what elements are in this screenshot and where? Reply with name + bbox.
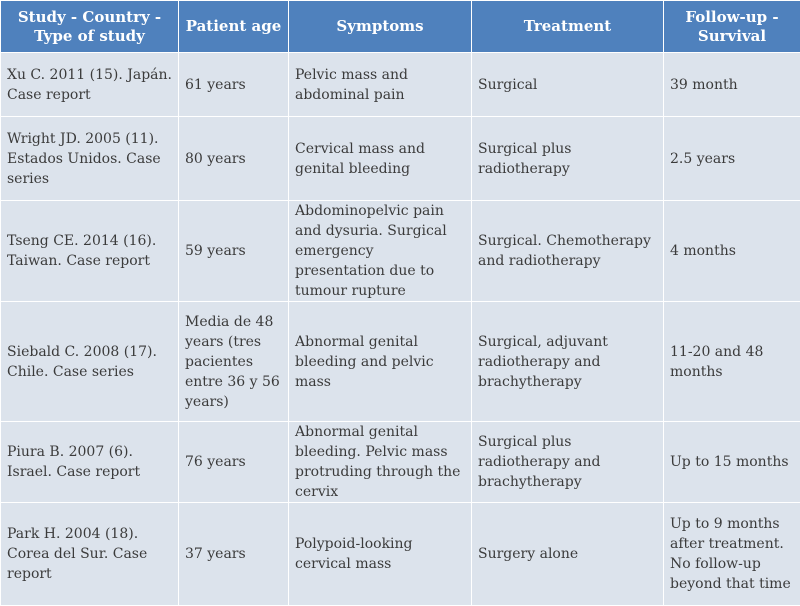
table-row: Wright JD. 2005 (11). Estados Unidos. Ca…: [1, 117, 800, 201]
cell-follow-up: Up to 9 months after treatment. No follo…: [664, 503, 800, 606]
table-row: Siebald C. 2008 (17). Chile. Case series…: [1, 302, 800, 422]
cell-symptoms: Abnormal genital bleeding and pelvic mas…: [289, 302, 472, 422]
cell-age: 61 years: [179, 53, 289, 117]
header-study: Study - Country - Type of study: [1, 1, 179, 53]
cell-treatment: Surgery alone: [472, 503, 664, 606]
cell-study: Wright JD. 2005 (11). Estados Unidos. Ca…: [1, 117, 179, 201]
table-row: Piura B. 2007 (6). Israel. Case report 7…: [1, 422, 800, 503]
cell-treatment: Surgical plus radiotherapy: [472, 117, 664, 201]
cell-follow-up: 39 month: [664, 53, 800, 117]
header-patient-age: Patient age: [179, 1, 289, 53]
cell-treatment: Surgical. Chemotherapy and radiotherapy: [472, 201, 664, 302]
header-symptoms: Symptoms: [289, 1, 472, 53]
cell-age: 76 years: [179, 422, 289, 503]
cell-treatment: Surgical plus radiotherapy and brachythe…: [472, 422, 664, 503]
cell-study: Siebald C. 2008 (17). Chile. Case series: [1, 302, 179, 422]
cell-follow-up: 2.5 years: [664, 117, 800, 201]
header-row: Study - Country - Type of study Patient …: [1, 1, 800, 53]
cell-follow-up: 11-20 and 48 months: [664, 302, 800, 422]
table-row: Tseng CE. 2014 (16). Taiwan. Case report…: [1, 201, 800, 302]
cell-age: 59 years: [179, 201, 289, 302]
cell-symptoms: Pelvic mass and abdominal pain: [289, 53, 472, 117]
cell-age: 80 years: [179, 117, 289, 201]
cell-age: Media de 48 years (tres pacientes entre …: [179, 302, 289, 422]
cell-study: Piura B. 2007 (6). Israel. Case report: [1, 422, 179, 503]
cell-follow-up: Up to 15 months: [664, 422, 800, 503]
cell-symptoms: Abdominopelvic pain and dysuria. Surgica…: [289, 201, 472, 302]
cell-symptoms: Cervical mass and genital bleeding: [289, 117, 472, 201]
cell-treatment: Surgical, adjuvant radiotherapy and brac…: [472, 302, 664, 422]
cell-study: Xu C. 2011 (15). Japán. Case report: [1, 53, 179, 117]
cell-symptoms: Polypoid-looking cervical mass: [289, 503, 472, 606]
cell-age: 37 years: [179, 503, 289, 606]
cell-follow-up: 4 months: [664, 201, 800, 302]
header-follow-up: Follow-up - Survival: [664, 1, 800, 53]
header-treatment: Treatment: [472, 1, 664, 53]
cell-study: Tseng CE. 2014 (16). Taiwan. Case report: [1, 201, 179, 302]
cell-study: Park H. 2004 (18). Corea del Sur. Case r…: [1, 503, 179, 606]
cell-treatment: Surgical: [472, 53, 664, 117]
table-row: Xu C. 2011 (15). Japán. Case report 61 y…: [1, 53, 800, 117]
table-row: Park H. 2004 (18). Corea del Sur. Case r…: [1, 503, 800, 606]
cell-symptoms: Abnormal genital bleeding. Pelvic mass p…: [289, 422, 472, 503]
